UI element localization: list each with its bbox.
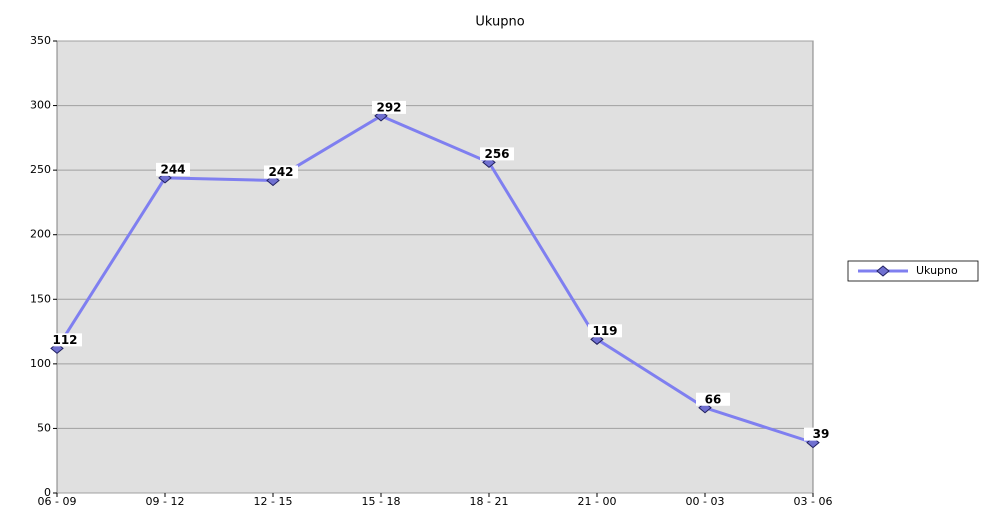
- x-tick-label: 18 - 21: [470, 495, 509, 508]
- y-tick-label: 350: [30, 34, 51, 47]
- data-label-box: [588, 324, 622, 338]
- data-label: 256: [484, 147, 509, 161]
- x-tick-label: 09 - 12: [146, 495, 185, 508]
- data-label: 244: [160, 162, 185, 176]
- chart-title: Ukupno: [475, 15, 524, 30]
- legend: [847, 260, 979, 282]
- marker: [482, 156, 496, 169]
- x-tick-label: 06 - 09: [38, 495, 77, 508]
- marker: [158, 172, 172, 184]
- data-label: 119: [592, 324, 617, 338]
- y-tick-label: 300: [30, 99, 51, 112]
- y-tick-label: 100: [30, 357, 51, 370]
- legend-marker: [876, 265, 890, 277]
- data-label: 39: [813, 427, 830, 441]
- data-label: 292: [376, 100, 401, 114]
- x-tick-label: 12 - 15: [254, 495, 293, 508]
- y-tick-label: 50: [37, 421, 51, 434]
- data-label: 242: [268, 165, 293, 179]
- data-label-box: [48, 333, 82, 347]
- y-tick-label: 0: [44, 486, 51, 499]
- y-tick-label: 200: [30, 228, 51, 241]
- y-tick-label: 150: [30, 292, 51, 305]
- marker: [806, 436, 820, 449]
- x-tick-label: 15 - 18: [362, 495, 401, 508]
- data-label: 66: [705, 392, 722, 406]
- series-line: [55, 114, 814, 445]
- data-label-box: [480, 147, 514, 161]
- data-label-box: [372, 100, 406, 114]
- plot-area: [56, 40, 814, 494]
- data-label-box: [264, 165, 298, 179]
- marker: [266, 174, 280, 187]
- y-tick-label: 250: [30, 163, 51, 176]
- x-tick-label: 03 - 06: [794, 495, 833, 508]
- data-label-box: [156, 162, 190, 176]
- x-tick-label: 21 - 00: [578, 495, 617, 508]
- data-label: 112: [52, 333, 77, 347]
- legend-label: Ukupno: [916, 264, 958, 277]
- x-tick-label: 00 - 03: [686, 495, 725, 508]
- data-label-box: [804, 427, 838, 441]
- data-label-box: [696, 392, 730, 406]
